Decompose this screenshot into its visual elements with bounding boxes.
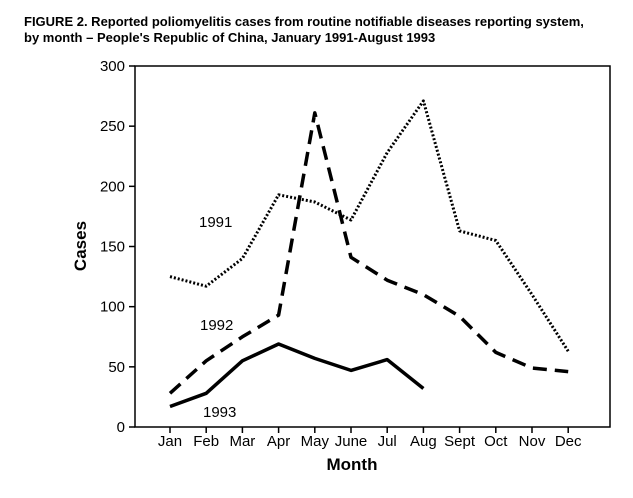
y-axis-title: Cases — [71, 221, 90, 271]
plot-frame — [134, 65, 611, 428]
x-tick-label: Sept — [444, 433, 476, 450]
y-tick-label: 50 — [108, 359, 125, 376]
series-line-1993 — [169, 342, 425, 409]
x-tick-label: Aug — [410, 433, 437, 450]
x-tick-label: Jul — [378, 433, 397, 450]
y-tick-label: 150 — [100, 239, 125, 256]
x-axis: Jan Feb Mar Apr May June Jul Aug Sept Oct Nov Dec — [158, 427, 582, 450]
chart-title-line-1: FIGURE 2. Reported poliomyelitis cases f… — [24, 14, 584, 29]
x-tick-label: Apr — [267, 433, 290, 450]
x-tick-label: Oct — [484, 433, 508, 450]
series-labels: 1991 1992 1993 — [199, 214, 236, 421]
series-label-1992: 1992 — [200, 317, 233, 334]
series-line-1991 — [169, 99, 570, 353]
x-tick-label: June — [335, 433, 368, 450]
y-axis: 0 50 100 150 200 250 300 — [100, 58, 135, 436]
series-label-1993: 1993 — [203, 404, 236, 421]
y-tick-label: 250 — [100, 118, 125, 135]
x-tick-label: Mar — [229, 433, 255, 450]
x-tick-label: Feb — [193, 433, 219, 450]
x-axis-title: Month — [327, 455, 378, 474]
y-tick-label: 300 — [100, 58, 125, 75]
series-label-1991: 1991 — [199, 214, 232, 231]
chart-title: FIGURE 2. Reported poliomyelitis cases f… — [24, 14, 624, 46]
chart-title-line-2: by month – People's Republic of China, J… — [24, 30, 436, 45]
x-tick-label: May — [301, 433, 330, 450]
x-tick-label: Dec — [555, 433, 582, 450]
y-tick-label: 200 — [100, 178, 125, 195]
series-line-1992 — [168, 111, 569, 395]
y-tick-label: 0 — [117, 419, 125, 436]
x-tick-label: Nov — [519, 433, 546, 450]
series-lines — [168, 99, 570, 409]
x-tick-label: Jan — [158, 433, 182, 450]
y-tick-label: 100 — [100, 299, 125, 316]
